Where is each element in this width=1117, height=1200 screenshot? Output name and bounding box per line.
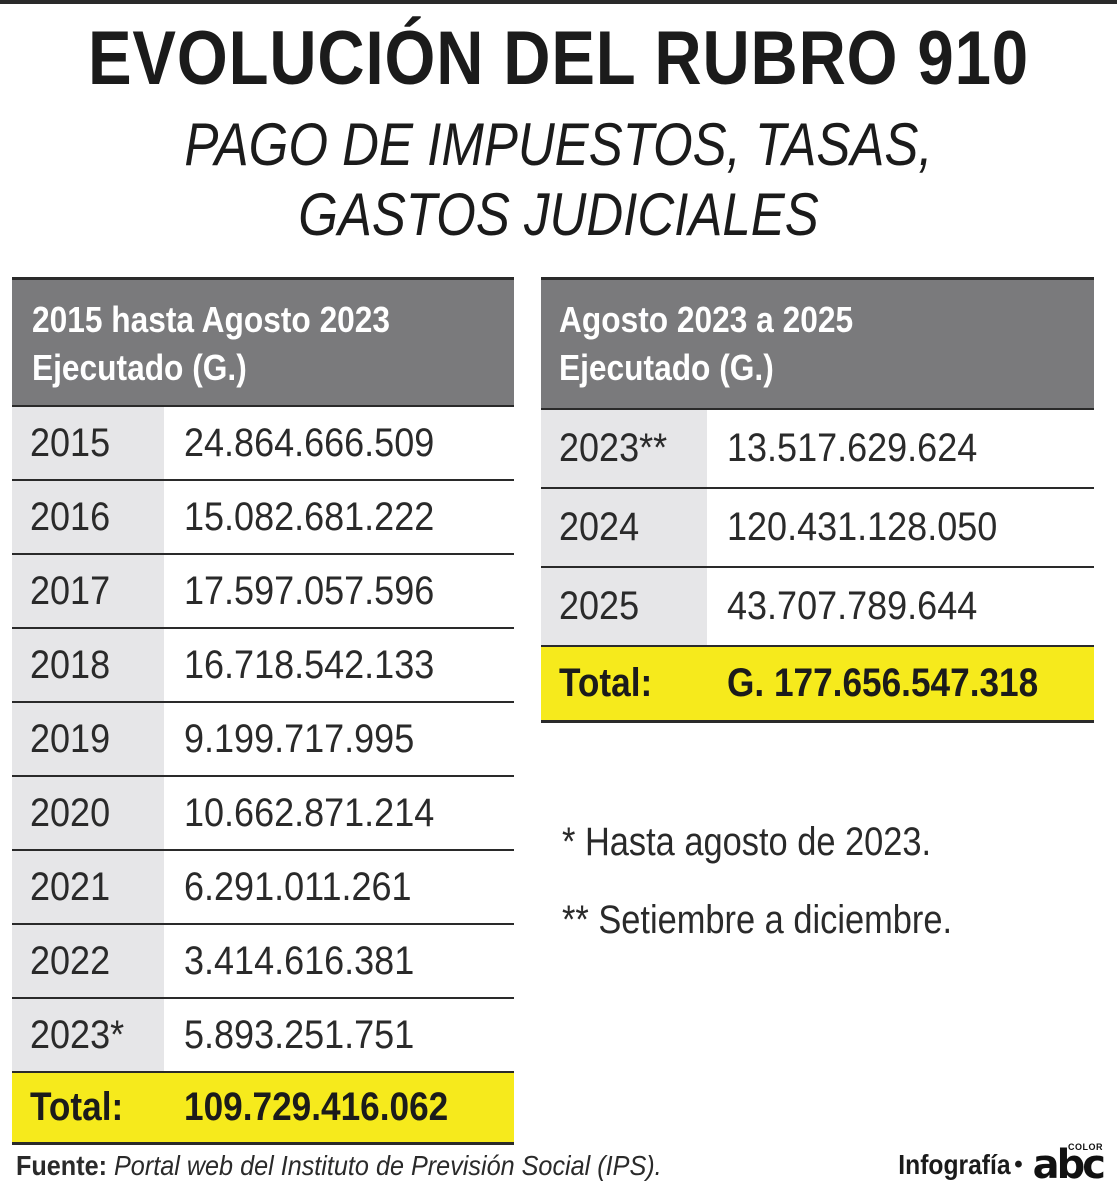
table-row: 2023** 13.517.629.624 <box>541 408 1094 487</box>
logo-text: abc <box>1032 1142 1106 1188</box>
year-text: 2018 <box>30 642 111 687</box>
value-text: 6.291.011.261 <box>184 864 412 909</box>
value-text: 17.597.057.596 <box>184 568 435 613</box>
page-title: EVOLUCIÓN DEL RUBRO 910 <box>87 16 1030 101</box>
value-cell: 9.199.717.995 <box>164 703 514 775</box>
value-text: 16.718.542.133 <box>184 642 435 687</box>
table-row: 2021 6.291.011.261 <box>12 849 514 923</box>
value-cell: 120.431.128.050 <box>707 489 1094 566</box>
year-text: 2016 <box>30 494 111 539</box>
table-row: 2019 9.199.717.995 <box>12 701 514 775</box>
right-table: Agosto 2023 a 2025 Ejecutado (G.) 2023**… <box>541 277 1094 723</box>
credit-separator: • <box>1014 1151 1023 1178</box>
year-text: 2024 <box>559 505 640 549</box>
value-text: 9.199.717.995 <box>184 716 415 761</box>
year-text: 2021 <box>30 864 111 909</box>
table-row: 2018 16.718.542.133 <box>12 627 514 701</box>
value-text: 120.431.128.050 <box>727 505 998 549</box>
year-cell: 2020 <box>12 777 164 849</box>
table-row: 2022 3.414.616.381 <box>12 923 514 997</box>
right-table-header-line1: Agosto 2023 a 2025 <box>559 299 854 340</box>
value-text: 5.893.251.751 <box>184 1012 415 1057</box>
value-text: 13.517.629.624 <box>727 426 978 470</box>
value-text: 43.707.789.644 <box>727 584 978 628</box>
year-text: 2015 <box>30 420 111 465</box>
year-text: 2023** <box>559 426 668 470</box>
table-row: 2016 15.082.681.222 <box>12 479 514 553</box>
total-label-cell: Total: <box>541 647 707 720</box>
year-text: 2019 <box>30 716 111 761</box>
left-table: 2015 hasta Agosto 2023 Ejecutado (G.) 20… <box>12 277 514 1145</box>
total-value: G. 177.656.547.318 <box>727 661 1039 705</box>
left-table-header-line2: Ejecutado (G.) <box>32 347 247 388</box>
year-cell: 2023* <box>12 999 164 1071</box>
value-cell: 5.893.251.751 <box>164 999 514 1071</box>
total-label: Total: <box>30 1085 124 1129</box>
credit-label: Infografía <box>897 1149 1011 1180</box>
table-row: 2024 120.431.128.050 <box>541 487 1094 566</box>
value-cell: 6.291.011.261 <box>164 851 514 923</box>
page-subtitle-line2: GASTOS JUDICIALES <box>298 181 819 248</box>
credit-block: Infografía • abc COLOR <box>883 1142 1106 1188</box>
year-cell: 2019 <box>12 703 164 775</box>
year-cell: 2022 <box>12 925 164 997</box>
value-cell: 17.597.057.596 <box>164 555 514 627</box>
value-text: 10.662.871.214 <box>184 790 435 835</box>
year-cell: 2016 <box>12 481 164 553</box>
year-cell: 2021 <box>12 851 164 923</box>
table-row: 2015 24.864.666.509 <box>12 405 514 479</box>
value-text: 3.414.616.381 <box>184 938 415 983</box>
value-cell: 13.517.629.624 <box>707 410 1094 487</box>
left-table-header: 2015 hasta Agosto 2023 Ejecutado (G.) <box>12 277 514 405</box>
page-subtitle-line1: PAGO DE IMPUESTOS, TASAS, <box>184 111 933 178</box>
table-row: 2017 17.597.057.596 <box>12 553 514 627</box>
left-table-total-row: Total: 109.729.416.062 <box>12 1071 514 1145</box>
footnote-single-asterisk: * Hasta agosto de 2023. <box>562 820 932 864</box>
year-cell: 2018 <box>12 629 164 701</box>
source-footer: Fuente: Portal web del Instituto de Prev… <box>16 1150 662 1182</box>
total-value-cell: G. 177.656.547.318 <box>707 647 1081 720</box>
right-table-total-row: Total: G. 177.656.547.318 <box>541 645 1094 723</box>
right-table-header: Agosto 2023 a 2025 Ejecutado (G.) <box>541 277 1094 408</box>
year-text: 2023* <box>30 1012 125 1057</box>
year-text: 2025 <box>559 584 640 628</box>
value-text: 15.082.681.222 <box>184 494 435 539</box>
value-cell: 10.662.871.214 <box>164 777 514 849</box>
source-label: Fuente: <box>16 1150 107 1181</box>
total-value-cell: 109.729.416.062 <box>164 1073 484 1142</box>
total-label: Total: <box>559 661 653 705</box>
year-cell: 2024 <box>541 489 707 566</box>
value-cell: 15.082.681.222 <box>164 481 514 553</box>
year-cell: 2015 <box>12 407 164 479</box>
value-cell: 24.864.666.509 <box>164 407 514 479</box>
abc-color-logo: abc COLOR <box>1032 1142 1106 1188</box>
total-value: 109.729.416.062 <box>184 1085 449 1129</box>
table-row: 2023* 5.893.251.751 <box>12 997 514 1071</box>
left-table-header-line1: 2015 hasta Agosto 2023 <box>32 299 391 340</box>
footnote-double-asterisk: ** Setiembre a diciembre. <box>562 898 953 942</box>
year-text: 2017 <box>30 568 111 613</box>
logo-small-text: COLOR <box>1068 1142 1103 1152</box>
year-cell: 2023** <box>541 410 707 487</box>
total-label-cell: Total: <box>12 1073 164 1142</box>
value-cell: 43.707.789.644 <box>707 568 1094 645</box>
year-cell: 2025 <box>541 568 707 645</box>
value-cell: 16.718.542.133 <box>164 629 514 701</box>
value-text: 24.864.666.509 <box>184 420 435 465</box>
source-text: Portal web del Instituto de Previsión So… <box>114 1150 662 1181</box>
value-cell: 3.414.616.381 <box>164 925 514 997</box>
table-row: 2020 10.662.871.214 <box>12 775 514 849</box>
year-text: 2022 <box>30 938 111 983</box>
table-row: 2025 43.707.789.644 <box>541 566 1094 645</box>
right-table-header-line2: Ejecutado (G.) <box>559 347 774 388</box>
year-text: 2020 <box>30 790 111 835</box>
year-cell: 2017 <box>12 555 164 627</box>
